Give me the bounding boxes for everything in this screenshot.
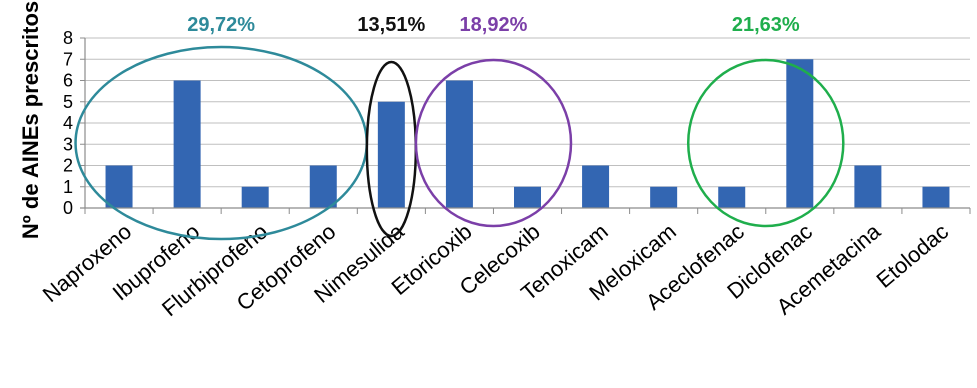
group-percentage-label: 21,63% bbox=[732, 14, 800, 36]
y-tick-label: 6 bbox=[63, 71, 73, 91]
y-tick-label: 4 bbox=[63, 113, 73, 133]
x-tick-label: Etolodac bbox=[872, 219, 954, 293]
bar-cetoprofeno bbox=[309, 165, 337, 208]
group-percentage-label: 29,72% bbox=[187, 14, 255, 36]
bar-aceclofenac bbox=[718, 186, 746, 208]
bar-diclofenac bbox=[786, 59, 814, 208]
bar-etoricoxib bbox=[445, 80, 473, 208]
y-tick-label: 1 bbox=[63, 177, 73, 197]
bar-nimesulida bbox=[377, 101, 405, 208]
y-tick-label: 0 bbox=[63, 198, 73, 218]
bar-tenoxicam bbox=[582, 165, 610, 208]
y-tick-label: 2 bbox=[63, 156, 73, 176]
y-tick-label: 8 bbox=[63, 28, 73, 48]
bar-etolodac bbox=[922, 186, 950, 208]
group-percentage-label: 13,51% bbox=[357, 14, 425, 36]
y-axis-label: Nº de AINEs prescritos bbox=[18, 1, 43, 239]
y-tick-label: 3 bbox=[63, 134, 73, 154]
group-ellipse bbox=[686, 58, 845, 228]
bar-flurbiprofeno bbox=[241, 186, 269, 208]
bars bbox=[105, 59, 950, 208]
bar-celecoxib bbox=[514, 186, 541, 208]
bar-meloxicam bbox=[650, 186, 678, 208]
bar-acemetacina bbox=[854, 165, 882, 208]
group-ellipses bbox=[74, 45, 845, 241]
bar-naproxeno bbox=[105, 165, 133, 208]
axes bbox=[80, 37, 971, 214]
y-tick-label: 7 bbox=[63, 49, 73, 69]
gridlines bbox=[85, 37, 970, 188]
group-percentage-label: 18,92% bbox=[460, 14, 528, 36]
y-tick-label: 5 bbox=[63, 92, 73, 112]
group-ellipse bbox=[414, 58, 573, 228]
bar-ibuprofeno bbox=[173, 80, 201, 208]
group-percentage-labels: 29,72% 13,51% 18,92% 21,63% bbox=[187, 14, 800, 36]
